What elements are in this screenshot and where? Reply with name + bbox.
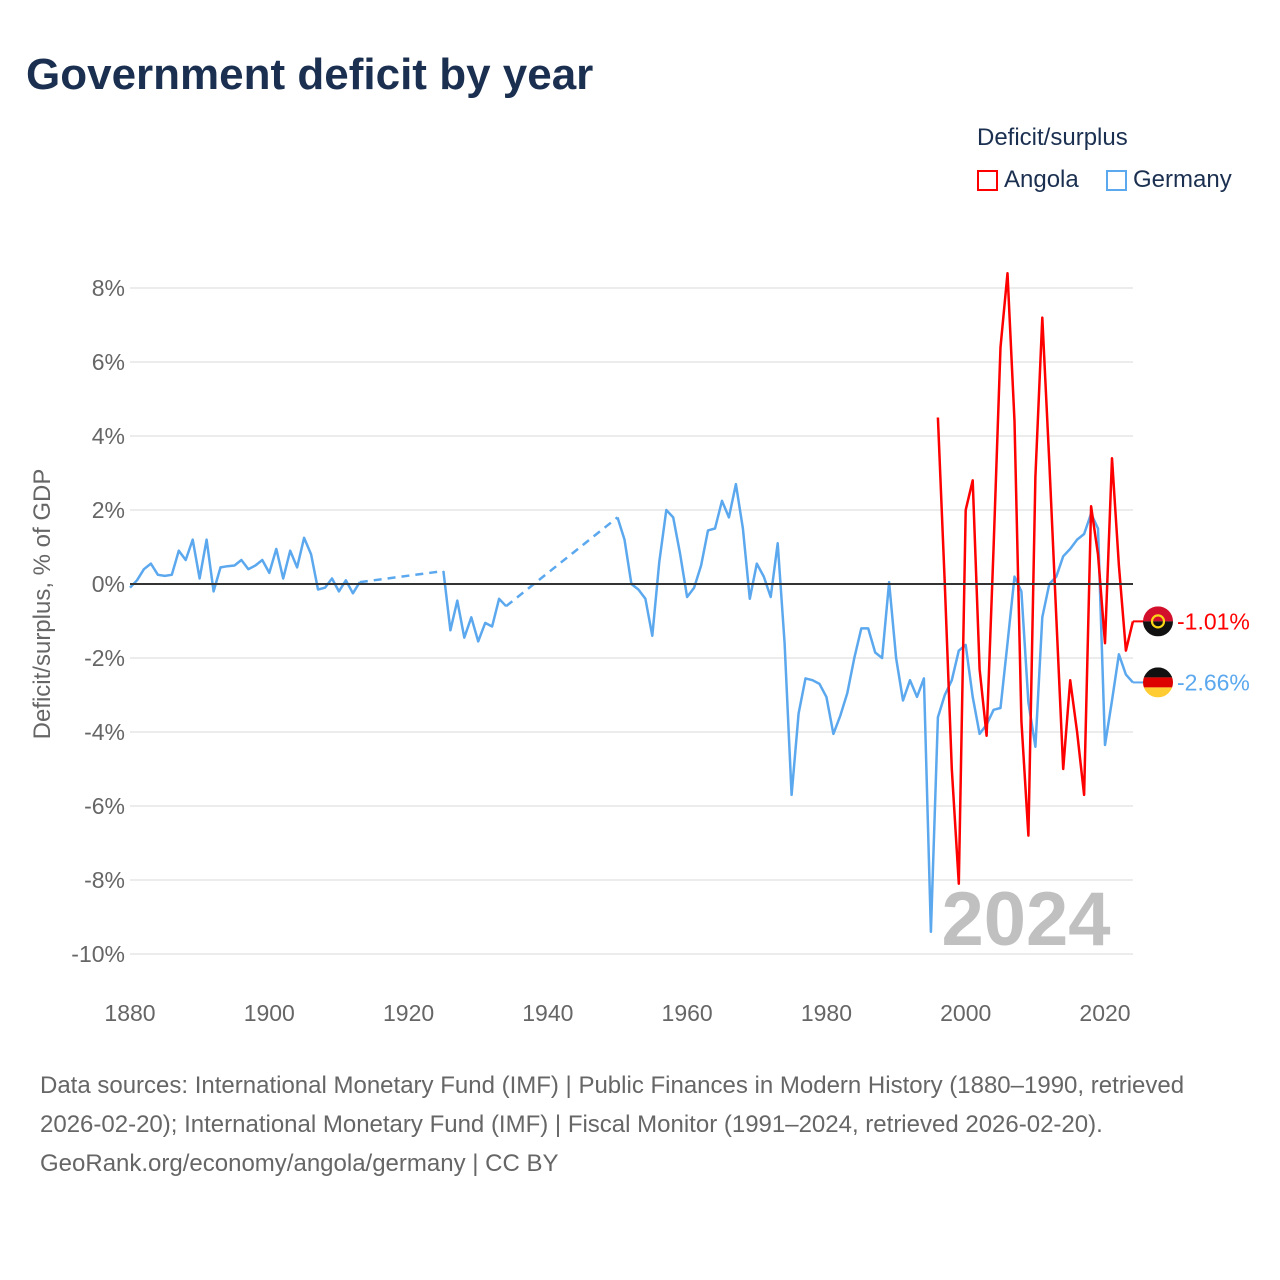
x-tick-label: 2020 bbox=[1079, 1000, 1130, 1026]
legend-item-angola[interactable]: Angola bbox=[977, 166, 1079, 194]
end-value-label-angola: -1.01% bbox=[1177, 608, 1250, 634]
year-watermark: 2024 bbox=[941, 877, 1110, 962]
x-tick-label: 1980 bbox=[801, 1000, 852, 1026]
series-line-angola[interactable] bbox=[936, 271, 1135, 885]
x-tick-label: 2000 bbox=[940, 1000, 991, 1026]
legend-item-germany[interactable]: Germany bbox=[1106, 166, 1232, 194]
legend-swatch-angola bbox=[977, 169, 998, 191]
series-gap-germany bbox=[359, 569, 444, 584]
end-value-label-germany: -2.66% bbox=[1177, 669, 1250, 695]
y-axis-label: Deficit/surplus, % of GDP bbox=[29, 469, 56, 740]
page-title: Government deficit by year bbox=[26, 50, 594, 99]
line-chart: 8% 6% 4% 2% 0% -2% -4% -6% -8% -10% 1880 1900 1920 19… bbox=[29, 271, 1250, 1026]
germany-flag-icon bbox=[1143, 667, 1173, 698]
y-tick-label: 4% bbox=[92, 423, 125, 449]
y-tick-label: -2% bbox=[84, 645, 125, 671]
y-tick-label: 8% bbox=[92, 275, 125, 301]
credit-link[interactable]: GeoRank.org/economy/angola/germany | CC … bbox=[40, 1150, 559, 1177]
y-tick-label: -6% bbox=[84, 793, 125, 819]
footer: Data sources: International Monetary Fun… bbox=[40, 1066, 1240, 1183]
legend-label: Germany bbox=[1133, 166, 1232, 193]
data-sources: Data sources: International Monetary Fun… bbox=[40, 1072, 1185, 1138]
y-tick-label: -4% bbox=[84, 719, 125, 745]
x-tick-label: 1940 bbox=[522, 1000, 573, 1026]
series-gap-germany bbox=[505, 516, 619, 608]
legend-title: Deficit/surplus bbox=[977, 124, 1128, 151]
x-tick-label: 1960 bbox=[662, 1000, 713, 1026]
y-tick-label: 6% bbox=[92, 349, 125, 375]
x-tick-label: 1900 bbox=[244, 1000, 295, 1026]
angola-flag-icon bbox=[1143, 606, 1173, 637]
y-tick-label: -10% bbox=[71, 941, 125, 967]
x-tick-label: 1880 bbox=[104, 1000, 155, 1026]
series-line-germany[interactable] bbox=[129, 482, 1134, 934]
y-tick-label: 0% bbox=[92, 571, 125, 597]
legend-label: Angola bbox=[1004, 166, 1079, 193]
y-tick-label: -8% bbox=[84, 867, 125, 893]
x-tick-label: 1920 bbox=[383, 1000, 434, 1026]
y-tick-label: 2% bbox=[92, 497, 125, 523]
legend-swatch-germany bbox=[1106, 169, 1127, 191]
